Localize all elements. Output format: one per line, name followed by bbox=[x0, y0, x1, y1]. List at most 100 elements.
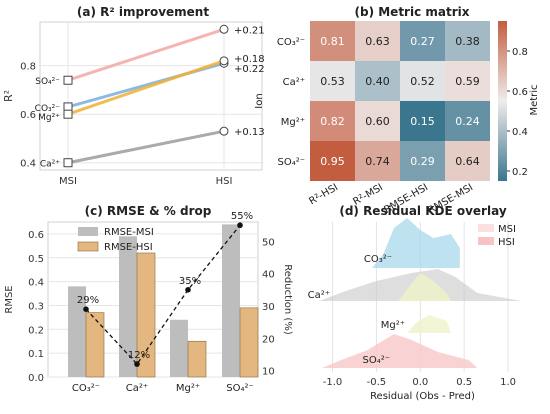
heatmap-cell bbox=[445, 141, 490, 181]
row-label: Mg²⁺ bbox=[281, 117, 305, 128]
y-tick-label: 0.4 bbox=[20, 159, 36, 170]
reduction-label: 35% bbox=[179, 276, 201, 287]
legend-swatch bbox=[478, 224, 494, 232]
reduction-label: 12% bbox=[128, 350, 150, 361]
ridge-label: SO₄²⁻ bbox=[362, 355, 390, 366]
panel-b-heatmap: 0.81 0.63 0.27 0.380.53 0.40 0.52 0.590.82 0.60… bbox=[254, 21, 540, 216]
y-axis-label: R² bbox=[2, 90, 15, 102]
cell-value: 0.82 bbox=[320, 115, 345, 128]
heatmap-cell bbox=[445, 61, 490, 101]
colorbar bbox=[498, 21, 507, 181]
cell-value: 0.60 bbox=[365, 115, 390, 128]
colorbar-label: Metric bbox=[529, 84, 540, 115]
reduction-point bbox=[185, 287, 191, 293]
heatmap-cell bbox=[445, 101, 490, 141]
y2-tick-label: 10 bbox=[262, 367, 275, 378]
panel-a-slope-chart: 0.4 0.6 0.8 R² MSI HSI SO₄²⁻ CO₃²⁻Mg²⁺ Ca²⁺ +0.21… bbox=[2, 21, 265, 187]
msi-marker bbox=[63, 75, 73, 85]
ridge-label: CO₃²⁻ bbox=[364, 254, 392, 265]
colorbar-tick-label: 0.2 bbox=[512, 167, 528, 178]
reduction-label: 29% bbox=[77, 295, 99, 306]
x-tick-label: Mg²⁺ bbox=[176, 383, 200, 394]
heatmap-cell bbox=[310, 21, 355, 61]
ion-label: SO₄²⁻ bbox=[35, 77, 60, 87]
cell-value: 0.29 bbox=[410, 155, 435, 168]
x-tick-label: -1.0 bbox=[323, 377, 343, 388]
x-axis-label: Residual (Obs - Pred) bbox=[370, 391, 475, 402]
panel-c-bar-chart: 0.0 0.1 0.2 0.3 0.4 0.5 0.6 10 20 30 40 50 RMSE Reduc… bbox=[4, 211, 293, 394]
delta-label: +0.21 bbox=[234, 25, 265, 36]
cell-value: 0.81 bbox=[320, 35, 345, 48]
bar bbox=[136, 252, 156, 378]
y-tick-label: 0.6 bbox=[28, 230, 44, 241]
x-tick-label: Ca²⁺ bbox=[126, 383, 148, 394]
panel-d-title: (d) Residual KDE overlay bbox=[339, 204, 506, 218]
kde-ridge bbox=[398, 273, 452, 301]
reduction-point bbox=[237, 222, 243, 229]
cell-value: 0.64 bbox=[455, 155, 480, 168]
heatmap-cell bbox=[310, 101, 355, 141]
legend-swatch bbox=[478, 237, 494, 245]
heatmap-cell bbox=[400, 101, 445, 141]
legend-swatch bbox=[78, 227, 98, 236]
panel-a-title: (a) R² improvement bbox=[77, 5, 209, 19]
cell-value: 0.15 bbox=[410, 115, 435, 128]
column-label: R²-HSI bbox=[307, 182, 340, 207]
legend-swatch bbox=[77, 241, 99, 252]
reduction-line bbox=[85, 224, 241, 366]
ion-label: Ca²⁺ bbox=[40, 160, 60, 170]
x-tick-label: SO₄²⁻ bbox=[226, 383, 254, 394]
plot-area bbox=[39, 21, 263, 171]
y-tick-label: 0.2 bbox=[28, 325, 44, 336]
legend-label: MSI bbox=[498, 224, 516, 235]
panel-c-title: (c) RMSE & % drop bbox=[85, 204, 212, 218]
row-label: Ca²⁺ bbox=[283, 77, 305, 88]
bar bbox=[187, 340, 207, 378]
cell-value: 0.24 bbox=[455, 115, 480, 128]
cell-value: 0.38 bbox=[455, 35, 480, 48]
x-tick-label: HSI bbox=[216, 176, 233, 187]
heatmap-cell bbox=[355, 21, 400, 61]
kde-ridge bbox=[372, 218, 460, 268]
y2-axis-label: Reduction (%) bbox=[282, 264, 293, 335]
y2-tick-label: 40 bbox=[262, 270, 275, 281]
cell-value: 0.63 bbox=[365, 35, 390, 48]
delta-label: +0.18 bbox=[234, 54, 265, 65]
heatmap-cell bbox=[355, 101, 400, 141]
y2-tick-label: 20 bbox=[262, 334, 275, 345]
x-tick-label: 1.0 bbox=[500, 377, 516, 388]
colorbar-tick-label: 0.4 bbox=[512, 127, 528, 138]
cell-value: 0.59 bbox=[455, 75, 480, 88]
colorbar-tick-label: 0.6 bbox=[512, 87, 528, 98]
y-tick-label: 0.0 bbox=[28, 373, 44, 384]
y-tick-label: 0.6 bbox=[20, 110, 36, 121]
reduction-label: 55% bbox=[231, 211, 253, 222]
cell-value: 0.53 bbox=[320, 75, 345, 88]
heatmap-cell bbox=[400, 61, 445, 101]
ridge-label: Ca²⁺ bbox=[308, 290, 330, 301]
reduction-point bbox=[83, 306, 89, 312]
legend-label: RMSE-HSI bbox=[104, 242, 153, 253]
heatmap-cell bbox=[400, 21, 445, 61]
x-tick-label: CO₃²⁻ bbox=[72, 383, 100, 394]
bar bbox=[170, 319, 188, 377]
y2-tick-label: 30 bbox=[262, 302, 275, 313]
y2-tick-label: 50 bbox=[262, 237, 275, 248]
kde-ridge bbox=[322, 334, 478, 368]
kde-ridge bbox=[407, 315, 452, 333]
row-label: CO₃²⁻ bbox=[277, 37, 305, 48]
bar bbox=[85, 312, 105, 378]
bar bbox=[119, 236, 137, 377]
hsi-marker bbox=[219, 126, 229, 136]
cell-value: 0.40 bbox=[365, 75, 390, 88]
row-label: SO₄²⁻ bbox=[277, 157, 305, 168]
ion-label: CO₃²⁻ bbox=[35, 104, 61, 114]
x-tick-label: MSI bbox=[59, 176, 77, 187]
heatmap-cell bbox=[445, 21, 490, 61]
x-tick-label: 0.0 bbox=[412, 377, 428, 388]
bar bbox=[222, 224, 240, 377]
panel-b-title: (b) Metric matrix bbox=[355, 5, 470, 19]
colorbar-tick-label: 0.8 bbox=[512, 47, 528, 58]
panel-d-kde-ridges: -1.0 -0.5 0.0 0.5 1.0 Residual (Obs - Pred) CO… bbox=[308, 218, 522, 402]
